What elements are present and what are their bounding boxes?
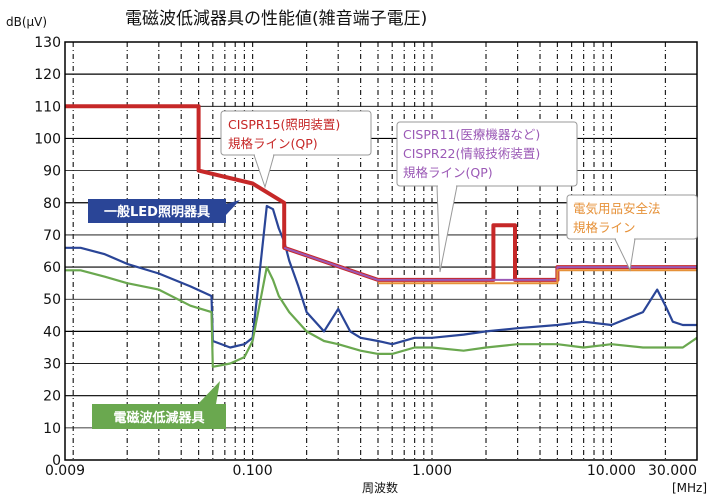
annotation-emi-reduction-label: 電磁波低減器具 xyxy=(113,410,204,426)
y-tick-label: 110 xyxy=(34,99,61,115)
y-tick-label: 30 xyxy=(43,357,61,373)
y-tick-label: 120 xyxy=(34,67,61,83)
x-axis-unit: [MHz] xyxy=(672,481,707,495)
chart-title: 電磁波低減器具の性能値(雑音端子電圧) xyxy=(125,9,427,29)
annotation-cispr15-line2: 規格ライン(QP) xyxy=(228,136,318,151)
x-tick-label: 30.000 xyxy=(648,463,697,479)
data-series xyxy=(65,104,698,368)
series-line-1 xyxy=(65,266,698,368)
y-tick-label: 0 xyxy=(52,453,61,469)
annotation-cispr11-line2: CISPR22(情報技術装置) xyxy=(403,146,540,161)
y-tick-label: 60 xyxy=(43,260,61,276)
annotation-emi-reduction: 電磁波低減器具 xyxy=(92,381,226,429)
axis-ticks: 0 10 20 30 40 50 60 70 80 90 100 110 120 130 0.009 0.10… xyxy=(34,35,697,479)
annotation-denan: 電気用品安全法 規格ライン xyxy=(566,194,698,272)
y-tick-label: 70 xyxy=(43,228,61,244)
series-line-3 xyxy=(283,246,697,281)
annotation-cispr15-line1: CISPR15(照明装置) xyxy=(228,117,340,132)
annotation-general-led-label: 一般LED照明器具 xyxy=(104,204,210,220)
annotation-denan-line1: 電気用品安全法 xyxy=(573,201,661,216)
x-tick-label: 1.000 xyxy=(412,463,452,479)
plot-frame xyxy=(64,41,698,461)
annotation-denan-line2: 規格ライン xyxy=(573,220,636,235)
y-axis-label: dB(μV) xyxy=(6,15,47,29)
annotation-cispr11-line3: 規格ライン(QP) xyxy=(403,165,493,180)
y-tick-label: 20 xyxy=(43,389,61,405)
annotation-cispr15: CISPR15(照明装置) 規格ライン(QP) xyxy=(220,110,372,189)
annotation-general-led: 一般LED照明器具 xyxy=(88,199,240,223)
y-tick-label: 130 xyxy=(34,35,61,51)
annotation-cispr11-line1: CISPR11(医療機器など) xyxy=(403,127,540,142)
y-tick-label: 100 xyxy=(34,131,61,147)
y-tick-label: 90 xyxy=(43,164,61,180)
x-tick-label: 0.100 xyxy=(233,463,273,479)
y-tick-label: 50 xyxy=(43,292,61,308)
series-line-0 xyxy=(65,204,697,349)
x-axis-label: 周波数 xyxy=(362,480,398,495)
y-tick-label: 40 xyxy=(43,324,61,340)
y-tick-label: 80 xyxy=(43,196,61,212)
x-tick-label: 0.009 xyxy=(45,463,85,479)
y-tick-label: 10 xyxy=(43,421,61,437)
series-line-2 xyxy=(65,104,697,282)
series-line-4 xyxy=(378,269,697,285)
x-tick-label: 10.000 xyxy=(587,463,636,479)
annotation-cispr11-22: CISPR11(医療機器など) CISPR22(情報技術装置) 規格ライン(QP… xyxy=(396,121,578,273)
